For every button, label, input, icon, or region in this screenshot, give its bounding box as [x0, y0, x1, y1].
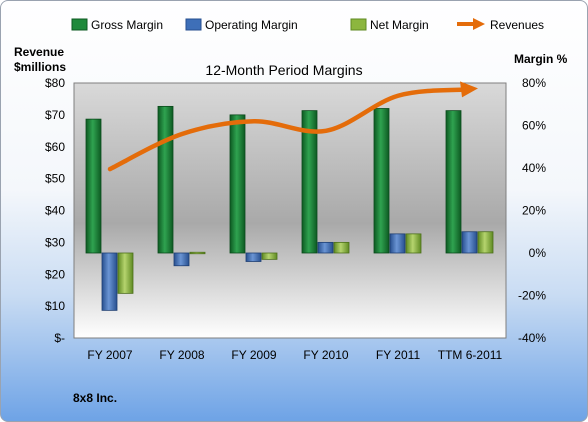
gross-margin-bar — [229, 114, 246, 254]
right-tick-label: 0% — [529, 246, 547, 260]
chart-title: 12-Month Period Margins — [205, 62, 362, 78]
left-tick-label: $30 — [45, 235, 65, 249]
gross-margin-bar — [301, 110, 318, 254]
net-margin-bar — [333, 241, 350, 254]
right-axis-ticks: -40% -20% 0% 20% 40% 60% 80% — [518, 76, 546, 345]
legend-label-net-margin: Net Margin — [370, 18, 429, 32]
net-margin-bar — [261, 252, 278, 260]
net-margin-bar — [405, 233, 422, 254]
gross-margin-bar — [85, 118, 102, 254]
gross-margin-bar — [373, 108, 390, 254]
gross-margin-bar — [157, 105, 174, 254]
operating-margin-bar — [173, 252, 190, 267]
left-tick-label: $- — [54, 331, 65, 345]
category-label: FY 2008 — [159, 348, 204, 362]
left-tick-label: $10 — [45, 299, 65, 313]
net-margin-bar — [189, 251, 206, 255]
right-tick-label: 80% — [522, 76, 546, 90]
category-label: FY 2009 — [231, 348, 276, 362]
company-label: 8x8 Inc. — [73, 391, 117, 405]
gross-margin-bar — [445, 110, 462, 254]
right-tick-label: -40% — [518, 331, 546, 345]
revenues-line-arrowhead — [460, 81, 478, 98]
right-tick-label: 60% — [522, 119, 546, 133]
right-tick-label: 40% — [522, 161, 546, 175]
legend: Gross Margin Operating Margin Net Margin… — [71, 18, 544, 32]
left-tick-label: $70 — [45, 108, 65, 122]
revenue-line-layer — [107, 81, 478, 172]
right-axis-label: Margin % — [514, 52, 568, 66]
legend-swatch-net-margin — [350, 18, 367, 31]
operating-margin-bar — [101, 252, 118, 311]
category-label: FY 2010 — [303, 348, 348, 362]
left-tick-label: $50 — [45, 172, 65, 186]
legend-swatch-operating-margin — [185, 18, 202, 31]
operating-margin-bar — [317, 241, 334, 254]
plot-area — [73, 82, 507, 339]
legend-label-gross-margin: Gross Margin — [91, 18, 163, 32]
category-label: TTM 6-2011 — [438, 348, 503, 362]
category-label: FY 2007 — [87, 348, 132, 362]
operating-margin-bar — [389, 233, 406, 254]
left-tick-label: $60 — [45, 140, 65, 154]
legend-arrow-revenues — [473, 18, 485, 30]
operating-margin-bar — [461, 231, 478, 254]
right-tick-label: 20% — [522, 204, 546, 218]
revenues-line — [107, 87, 473, 172]
left-tick-label: $80 — [45, 76, 65, 90]
category-labels: FY 2007 FY 2008 FY 2009 FY 2010 FY 2011 TTM 6… — [87, 348, 502, 362]
net-margin-bar — [117, 252, 134, 294]
right-tick-label: -20% — [518, 289, 546, 303]
net-margin-bar — [477, 231, 494, 254]
legend-swatch-gross-margin — [71, 18, 88, 31]
left-tick-label: $20 — [45, 267, 65, 281]
left-axis-label-line1: Revenue — [14, 45, 64, 59]
legend-label-operating-margin: Operating Margin — [205, 18, 298, 32]
left-tick-label: $40 — [45, 204, 65, 218]
bars — [85, 105, 494, 311]
operating-margin-bar — [245, 252, 262, 262]
legend-label-revenues: Revenues — [490, 18, 544, 32]
category-label: FY 2011 — [376, 348, 421, 362]
left-axis-ticks: $- $10 $20 $30 $40 $50 $60 $70 $80 — [45, 76, 65, 345]
left-axis-label-line2: $millions — [14, 60, 66, 74]
